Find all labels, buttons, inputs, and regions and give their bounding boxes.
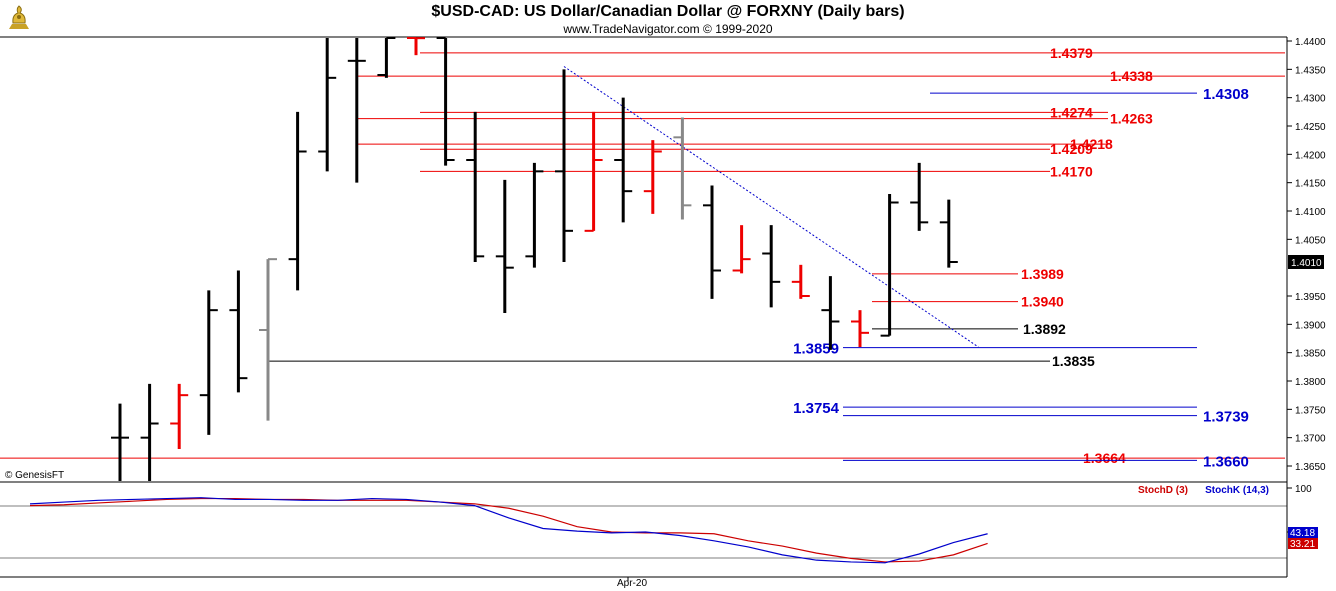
y-tick-label: 1.3650	[1295, 462, 1326, 473]
stochastic-lines	[29, 497, 988, 564]
ohlc-bar	[614, 97, 633, 223]
y-tick-label: 1.4150	[1295, 179, 1326, 190]
stoch-tick-label: 100	[1295, 484, 1312, 495]
dotted-trendline	[563, 66, 979, 348]
ohlc-bars	[111, 37, 958, 481]
y-tick-label: 1.3800	[1295, 377, 1326, 388]
y-tick-label: 1.3900	[1295, 320, 1326, 331]
ohlc-bar	[347, 38, 366, 183]
ohlc-bar	[229, 270, 248, 393]
level-label-1.4218: 1.4218	[1070, 136, 1113, 152]
y-tick-label: 1.3750	[1295, 405, 1326, 416]
level-label-1.4338: 1.4338	[1110, 68, 1153, 84]
level-label-1.4379: 1.4379	[1050, 45, 1093, 61]
chart-subtitle: www.TradeNavigator.com © 1999-2020	[563, 22, 773, 36]
ohlc-bar	[525, 162, 544, 268]
level-label-1.4263: 1.4263	[1110, 111, 1153, 127]
ohlc-bar	[199, 290, 218, 435]
ohlc-bar	[111, 403, 129, 481]
ohlc-bar	[732, 225, 751, 274]
ohlc-bar	[673, 117, 692, 220]
level-label-1.4274: 1.4274	[1050, 104, 1093, 120]
copyright-text: © GenesisFT	[5, 470, 64, 481]
x-axis-label: Apr-20	[617, 578, 647, 589]
level-label-1.4170: 1.4170	[1050, 163, 1093, 179]
ohlc-bar	[762, 225, 781, 308]
ohlc-bar	[140, 383, 159, 481]
y-tick-label: 1.3850	[1295, 349, 1326, 360]
gold-bull-logo-icon	[9, 5, 29, 29]
x-axis: Apr-20	[617, 577, 647, 589]
ohlc-bar	[703, 185, 721, 299]
level-label-1.4209: 1.4209	[1050, 141, 1093, 157]
ohlc-bar	[555, 69, 573, 262]
ohlc-bar	[851, 310, 869, 347]
level-label-1.3940: 1.3940	[1021, 294, 1064, 310]
y-tick-label: 1.4200	[1295, 150, 1326, 161]
y-tick-label: 1.4050	[1295, 235, 1326, 246]
level-label-1.3835: 1.3835	[1052, 353, 1095, 369]
ohlc-bar	[288, 111, 307, 291]
ohlc-bar	[791, 264, 810, 299]
stoch-value-box	[1288, 538, 1318, 549]
stoch-line-k	[29, 497, 988, 564]
chart-title: $USD-CAD: US Dollar/Canadian Dollar @ FO…	[431, 3, 905, 20]
last-price-label: 1.4010	[1291, 258, 1322, 269]
y-tick-label: 1.4100	[1295, 207, 1326, 218]
y-tick-label: 1.4400	[1295, 37, 1326, 48]
ohlc-bar	[466, 111, 485, 262]
stoch-value-label: 43.18	[1290, 528, 1315, 539]
ohlc-bar	[407, 37, 425, 56]
level-label-1.3739: 1.3739	[1203, 409, 1249, 426]
stoch-k-legend: StochK (14,3)	[1205, 485, 1269, 496]
ohlc-bar	[643, 140, 662, 214]
level-label-1.3660: 1.3660	[1203, 453, 1249, 470]
trendline-layer	[563, 66, 979, 348]
ohlc-bar	[584, 111, 603, 232]
price-levels: 1.4379 1.4338 1.4308 1.4274 1.4263 1.42181.42…	[0, 45, 1285, 470]
y-tick-label: 1.3950	[1295, 292, 1326, 303]
level-label-1.4308: 1.4308	[1203, 86, 1249, 103]
price-y-axis: 1.4400 1.4350 1.4300 1.4250 1.4200 1.4150 1.41…	[1287, 37, 1326, 473]
ohlc-bar	[910, 162, 929, 231]
level-label-1.3859: 1.3859	[793, 341, 839, 358]
level-label-1.3754: 1.3754	[793, 400, 840, 417]
level-label-1.3892: 1.3892	[1023, 321, 1066, 337]
level-label-1.3989: 1.3989	[1021, 266, 1064, 282]
y-tick-label: 1.4250	[1295, 122, 1326, 133]
stoch-line-d	[29, 497, 988, 563]
y-tick-label: 1.3700	[1295, 434, 1326, 445]
ohlc-bar	[377, 37, 396, 78]
ohlc-bar	[880, 194, 899, 337]
level-label-1.3664: 1.3664	[1083, 450, 1126, 466]
stoch-d-legend: StochD (3)	[1138, 485, 1188, 496]
ohlc-bar	[318, 38, 337, 172]
chart-header: $USD-CAD: US Dollar/Canadian Dollar @ FO…	[0, 0, 1336, 38]
y-tick-label: 1.4300	[1295, 94, 1326, 105]
ohlc-bar	[939, 199, 958, 268]
stoch-value-box	[1288, 527, 1318, 538]
ohlc-bar	[259, 258, 277, 421]
ohlc-bar	[821, 276, 840, 350]
stoch-value-label: 33.21	[1290, 539, 1315, 550]
ohlc-bar	[170, 383, 189, 449]
last-price-box	[1288, 255, 1324, 269]
ohlc-bar	[436, 37, 455, 166]
ohlc-bar	[495, 179, 514, 313]
y-tick-label: 1.4350	[1295, 65, 1326, 76]
